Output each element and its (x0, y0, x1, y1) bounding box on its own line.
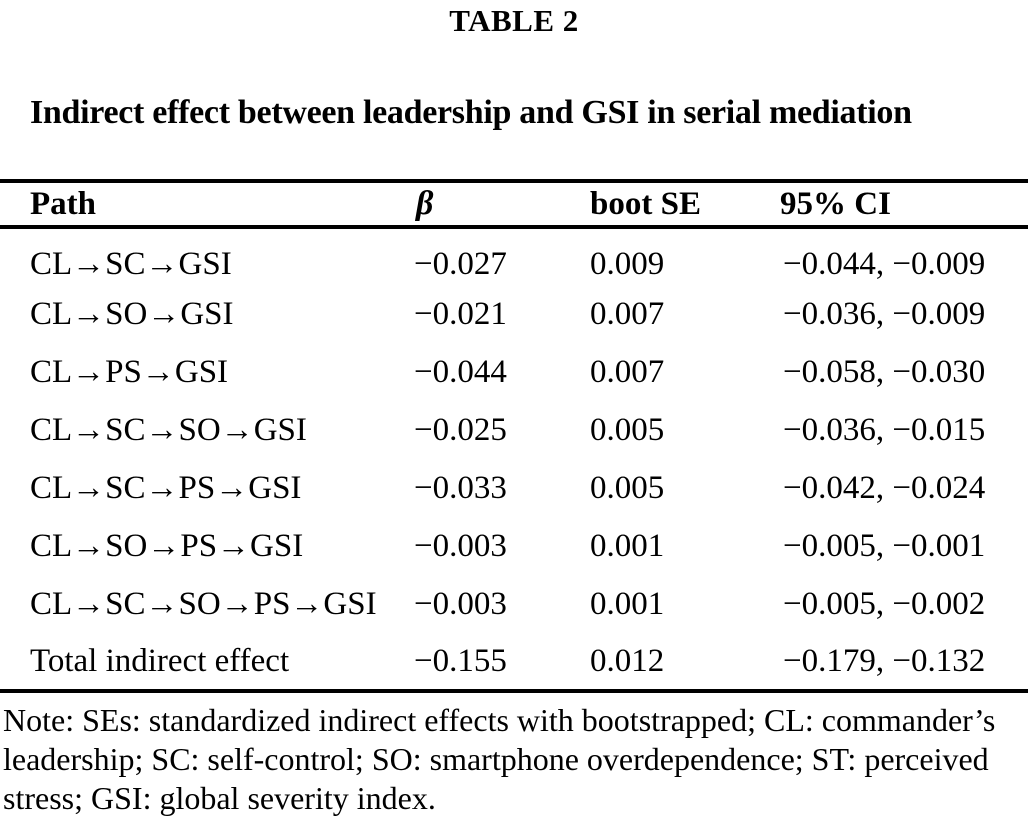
beta-cell: −0.021 (414, 295, 507, 332)
boot-se-cell: 0.001 (590, 585, 665, 622)
table-number-caption: TABLE 2 (449, 3, 579, 38)
beta-cell: −0.003 (414, 527, 507, 564)
path-cell: CL→SO→GSI (30, 295, 234, 332)
boot-se-cell: 0.007 (590, 353, 665, 390)
table-header: Path β boot SE 95% CI (0, 181, 1028, 229)
ci-cell: −0.042, −0.024 (783, 469, 986, 506)
ci-cell: −0.044, −0.009 (783, 245, 986, 282)
boot-se-cell: 0.012 (590, 642, 665, 679)
results-table: Path β boot SE 95% CI CL→SC→GSI −0.027 0… (0, 179, 1028, 693)
column-header-beta: β (410, 181, 590, 229)
boot-se-cell: 0.001 (590, 527, 665, 564)
beta-cell: −0.033 (414, 469, 507, 506)
header-row: Path β boot SE 95% CI (0, 181, 1028, 229)
path-cell: CL→SC→PS→GSI (30, 469, 302, 506)
path-cell: CL→PS→GSI (30, 353, 229, 390)
table-row: CL→SC→SO→PS→GSI −0.003 0.001 −0.005, −0.… (0, 575, 1028, 633)
column-header-95-ci: 95% CI (778, 181, 1028, 229)
ci-cell: −0.058, −0.030 (783, 353, 986, 390)
table-row: CL→SC→GSI −0.027 0.009 −0.044, −0.009 (0, 227, 1028, 285)
path-cell: CL→SC→SO→GSI (30, 411, 307, 448)
ci-cell: −0.036, −0.015 (783, 411, 986, 448)
footnote-line: Note: SEs: standardized indirect effects… (3, 702, 996, 738)
column-header-boot-se: boot SE (590, 181, 778, 229)
column-header-path: Path (0, 181, 410, 229)
footnote-line: leadership; SC: self-control; SO: smartp… (3, 741, 989, 777)
ci-cell: −0.005, −0.002 (783, 585, 986, 622)
boot-se-cell: 0.009 (590, 245, 665, 282)
beta-cell: −0.155 (414, 642, 507, 679)
path-cell: CL→SC→GSI (30, 245, 232, 282)
beta-cell: −0.027 (414, 245, 507, 282)
path-cell: Total indirect effect (30, 642, 290, 679)
boot-se-cell: 0.007 (590, 295, 665, 332)
table-footnote: Note: SEs: standardized indirect effects… (0, 701, 1028, 818)
beta-cell: −0.044 (414, 353, 507, 390)
table-row: CL→SC→SO→GSI −0.025 0.005 −0.036, −0.015 (0, 401, 1028, 459)
beta-cell: −0.003 (414, 585, 507, 622)
boot-se-cell: 0.005 (590, 469, 665, 506)
table-row: CL→SO→PS→GSI −0.003 0.001 −0.005, −0.001 (0, 517, 1028, 575)
table-row-total: Total indirect effect −0.155 0.012 −0.17… (0, 633, 1028, 691)
footnote-line: stress; GSI: global severity index. (3, 780, 436, 816)
beta-cell: −0.025 (414, 411, 507, 448)
ci-cell: −0.036, −0.009 (783, 295, 986, 332)
ci-cell: −0.005, −0.001 (783, 527, 986, 564)
ci-cell: −0.179, −0.132 (783, 642, 986, 679)
table-title: Indirect effect between leadership and G… (30, 94, 912, 131)
path-cell: CL→SO→PS→GSI (30, 527, 304, 564)
path-cell: CL→SC→SO→PS→GSI (30, 585, 377, 622)
table-row: CL→PS→GSI −0.044 0.007 −0.058, −0.030 (0, 343, 1028, 401)
table-row: CL→SC→PS→GSI −0.033 0.005 −0.042, −0.024 (0, 459, 1028, 517)
boot-se-cell: 0.005 (590, 411, 665, 448)
table-row: CL→SO→GSI −0.021 0.007 −0.036, −0.009 (0, 285, 1028, 343)
table-body: CL→SC→GSI −0.027 0.009 −0.044, −0.009 CL… (0, 227, 1028, 691)
